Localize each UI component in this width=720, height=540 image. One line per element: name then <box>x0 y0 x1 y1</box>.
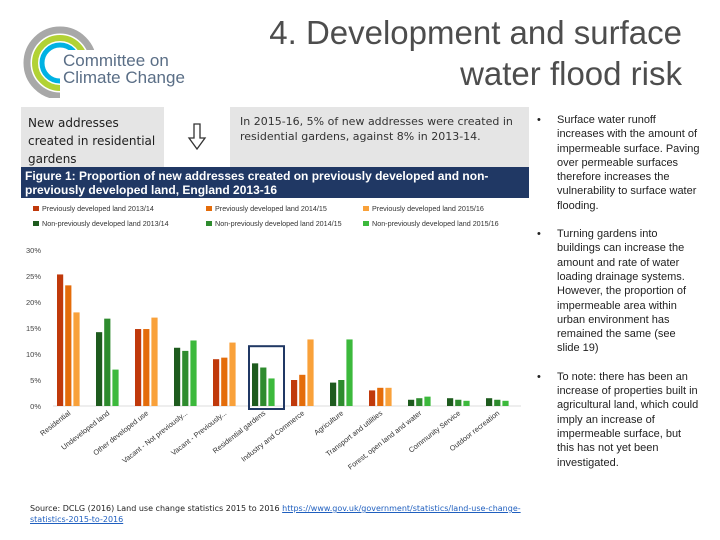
bar <box>151 317 158 406</box>
bar <box>268 378 275 406</box>
y-tick-label: 10% <box>26 350 41 359</box>
logo-line-1: Committee on <box>63 51 169 70</box>
x-tick-label: Industry and Commerce <box>239 408 306 463</box>
chart-area: Previously developed land 2013/14 Previou… <box>21 198 529 498</box>
x-tick-label: Vacant - Not previously... <box>120 408 189 465</box>
bar <box>112 369 119 406</box>
logo-line-2: Climate Change <box>63 68 185 87</box>
bar <box>330 382 337 406</box>
bar <box>338 380 345 406</box>
bar <box>73 312 80 406</box>
legend-swatch <box>363 221 369 226</box>
bar <box>385 387 392 406</box>
bar <box>463 400 470 406</box>
legend-swatch <box>206 221 212 226</box>
bullet-item: • Turning gardens into buildings can inc… <box>537 227 700 356</box>
bar <box>416 398 423 406</box>
y-tick-label: 25% <box>26 272 41 281</box>
legend-label: Previously developed land 2015/16 <box>372 204 484 213</box>
legend-label: Previously developed land 2013/14 <box>42 204 154 213</box>
bar <box>408 399 415 406</box>
bar <box>65 285 72 406</box>
y-tick-label: 20% <box>26 298 41 307</box>
bullet-text: Surface water runoff increases with the … <box>557 114 700 212</box>
arrow-box <box>164 107 230 167</box>
bar <box>494 399 501 406</box>
bar <box>135 329 142 406</box>
logo-ring-gap <box>60 50 192 98</box>
highlight-box <box>248 345 285 410</box>
bar <box>299 374 306 406</box>
legend-swatch <box>33 221 39 226</box>
logo-wordmark: Committee on Climate Change <box>63 52 185 86</box>
y-tick-label: 5% <box>30 376 41 385</box>
legend-label: Previously developed land 2014/15 <box>215 204 327 213</box>
bar <box>190 340 197 406</box>
bar <box>369 390 376 406</box>
slide-title-line-2: water flood risk <box>460 55 682 92</box>
note-box <box>230 107 529 167</box>
legend-swatch <box>206 206 212 211</box>
bar <box>96 332 103 406</box>
bullet-dot: • <box>537 228 541 241</box>
legend-label: Non-previously developed land 2013/14 <box>42 219 169 228</box>
y-tick-label: 0% <box>30 402 41 411</box>
x-tick-label: Agriculture <box>312 408 345 437</box>
y-tick-label: 30% <box>26 246 41 255</box>
chart-svg: Previously developed land 2013/14 Previou… <box>26 204 521 472</box>
y-tick-label: 15% <box>26 324 41 333</box>
bar <box>424 396 431 406</box>
bar <box>377 387 384 406</box>
bullet-item: • To note: there has been an increase of… <box>537 370 700 470</box>
bar <box>143 329 150 406</box>
bar <box>252 363 259 406</box>
source-citation: Source: DCLG (2016) Land use change stat… <box>30 503 530 525</box>
legend-label: Non-previously developed land 2015/16 <box>372 219 499 228</box>
bar <box>57 274 64 406</box>
bullet-text: Turning gardens into buildings can incre… <box>557 228 687 355</box>
source-link[interactable]: https://www.gov.uk/government/statistics… <box>30 504 521 524</box>
slide-title-line-1: 4. Development and surface <box>269 14 682 51</box>
bullet-list: • Surface water runoff increases with th… <box>537 113 700 484</box>
x-tick-label: Forest, open land and water <box>346 408 424 471</box>
bar <box>221 357 228 406</box>
bullet-dot: • <box>537 370 541 383</box>
legend-swatch <box>33 206 39 211</box>
committee-logo <box>23 26 192 98</box>
legend-label: Non-previously developed land 2014/15 <box>215 219 342 228</box>
bar <box>104 318 111 406</box>
x-tick-label: Residential <box>38 408 72 438</box>
bar <box>174 347 181 406</box>
bar <box>307 339 314 406</box>
note-text: In 2015-16, 5% of new addresses were cre… <box>240 115 513 143</box>
down-arrow-icon <box>187 123 207 151</box>
bar <box>213 359 220 406</box>
bar <box>260 367 267 406</box>
bar <box>502 400 509 406</box>
bullet-text: To note: there has been an increase of p… <box>557 370 699 469</box>
bar <box>346 339 353 406</box>
left-callout-text: New addresses created in residential gar… <box>28 116 156 166</box>
bullet-dot: • <box>537 114 541 126</box>
bar <box>455 399 462 406</box>
source-prefix: Source: DCLG (2016) Land use change stat… <box>30 504 283 513</box>
bar <box>486 398 493 406</box>
bar <box>182 350 189 406</box>
bar <box>229 342 236 406</box>
left-callout-box <box>21 107 164 167</box>
bar <box>447 398 454 406</box>
figure-title: Figure 1: Proportion of new addresses cr… <box>25 169 489 197</box>
bullet-item: • Surface water runoff increases with th… <box>537 113 700 213</box>
figure-header <box>21 167 529 198</box>
slide-title: 4. Development and surface water flood r… <box>212 12 682 94</box>
bar <box>291 380 298 406</box>
legend-swatch <box>363 206 369 211</box>
